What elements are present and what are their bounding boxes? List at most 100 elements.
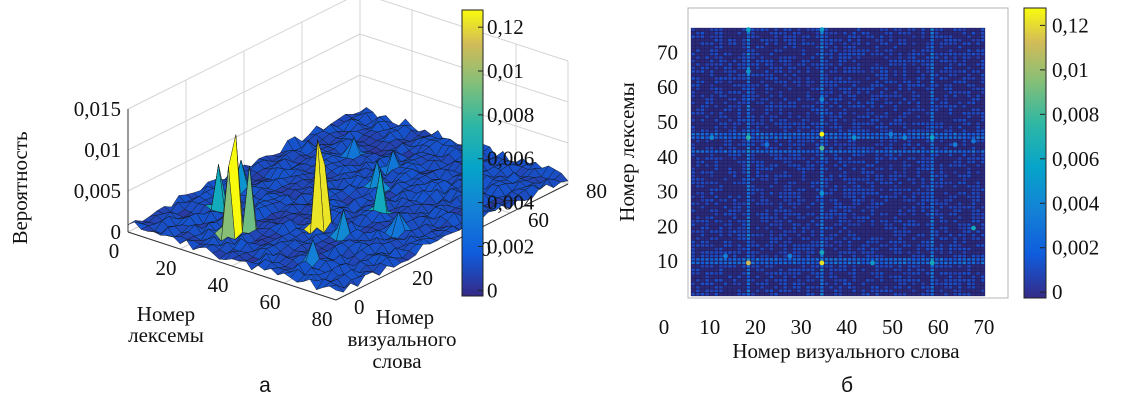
- heatmap-cell: [898, 150, 902, 153]
- heatmap-cell: [760, 56, 764, 59]
- heatmap-cell: [852, 126, 856, 129]
- heatmap-cell: [783, 150, 787, 153]
- heatmap-cell: [824, 185, 829, 188]
- heatmap-cell: [691, 251, 695, 254]
- heatmap-cell: [765, 213, 769, 216]
- heatmap-cell: [783, 261, 787, 265]
- heatmap-cell: [746, 146, 750, 150]
- heatmap-cell: [893, 220, 897, 223]
- heatmap-cell: [889, 240, 893, 244]
- heatmap-cell: [700, 94, 705, 98]
- heatmap-cell: [742, 167, 746, 171]
- heatmap-cell: [953, 254, 957, 258]
- heatmap-cell: [792, 101, 796, 104]
- heatmap-cell: [705, 105, 709, 108]
- heatmap-cell: [806, 237, 810, 240]
- heatmap-cell: [733, 258, 737, 261]
- heatmap-cell: [760, 254, 764, 258]
- surface-x-tick-label: 80: [312, 307, 333, 331]
- heatmap-cell: [801, 226, 806, 230]
- heatmap-cell: [760, 132, 764, 136]
- heatmap-cell: [875, 98, 879, 101]
- heatmap-cell: [797, 146, 801, 150]
- heatmap-cell: [742, 73, 746, 77]
- heatmap-cell: [893, 261, 897, 265]
- heatmap-cell: [751, 49, 755, 52]
- heatmap-cell: [935, 213, 939, 216]
- heatmap-cell: [971, 98, 976, 101]
- heatmap-cell: [930, 87, 934, 91]
- heatmap-cell: [921, 261, 925, 265]
- heatmap-cell: [774, 164, 778, 167]
- heatmap-cell: [728, 223, 732, 226]
- heatmap-cell: [756, 45, 760, 49]
- heatmap-cell: [783, 56, 787, 59]
- heatmap-cell: [756, 101, 760, 104]
- heatmap-cell: [866, 150, 870, 153]
- heatmap-cell: [866, 146, 870, 150]
- heatmap-cell: [958, 282, 962, 285]
- heatmap-cell: [815, 108, 819, 111]
- heatmap-cell: [939, 289, 943, 292]
- heatmap-y-tick-label: 70: [657, 40, 678, 64]
- heatmap-cell: [903, 261, 907, 265]
- heatmap-cell: [829, 105, 833, 108]
- heatmap-cell: [889, 139, 893, 143]
- heatmap-cell: [962, 240, 966, 244]
- heatmap-cell: [861, 261, 865, 265]
- heatmap-cell: [769, 66, 773, 70]
- heatmap-cell: [820, 275, 824, 278]
- heatmap-cell: [843, 32, 847, 35]
- heatmap-cell: [797, 136, 801, 139]
- heatmap-cell: [944, 261, 948, 265]
- heatmap-cell: [811, 28, 815, 31]
- heatmap-cell: [916, 233, 920, 237]
- heatmap-cell: [962, 192, 966, 195]
- heatmap-cell: [939, 164, 943, 167]
- heatmap-cell: [948, 181, 953, 185]
- heatmap-cell: [907, 129, 911, 132]
- heatmap-cell: [779, 244, 783, 247]
- heatmap-cell: [930, 77, 934, 80]
- heatmap-cell: [769, 223, 773, 226]
- heatmap-cell: [861, 52, 865, 56]
- heatmap-cell: [719, 199, 723, 202]
- heatmap-cell: [760, 45, 764, 49]
- heatmap-cell: [756, 268, 760, 272]
- heatmap-cell: [728, 244, 732, 247]
- heatmap-cell: [847, 160, 852, 164]
- heatmap-cell: [806, 213, 810, 216]
- heatmap-cell: [847, 209, 852, 212]
- heatmap-cell: [921, 286, 925, 289]
- heatmap-cell: [926, 206, 930, 209]
- heatmap-cell: [852, 122, 856, 125]
- heatmap-cell: [691, 126, 695, 129]
- heatmap-cell: [930, 254, 934, 258]
- heatmap-cell: [751, 87, 755, 91]
- heatmap-cell: [696, 178, 700, 181]
- heatmap-cell: [875, 39, 879, 42]
- heatmap-cell: [700, 108, 705, 111]
- heatmap-cell: [847, 181, 852, 185]
- heatmap-cell: [705, 265, 709, 268]
- heatmap-cell: [921, 244, 925, 247]
- heatmap-cell: [806, 258, 810, 261]
- heatmap-cell: [746, 202, 750, 205]
- heatmap-cell: [838, 216, 842, 219]
- heatmap-cell: [958, 279, 962, 282]
- heatmap-cell: [847, 178, 852, 181]
- heatmap-cell: [870, 199, 874, 202]
- heatmap-cell: [756, 174, 760, 178]
- heatmap-cell: [765, 279, 769, 282]
- heatmap-cell: [829, 70, 833, 73]
- heatmap-cell: [696, 32, 700, 35]
- heatmap-hot-cell: [746, 135, 751, 141]
- heatmap-cell: [779, 56, 783, 59]
- heatmap-cell: [967, 279, 971, 282]
- heatmap-cell: [746, 77, 750, 80]
- heatmap-cell: [866, 164, 870, 167]
- heatmap-cell: [815, 216, 819, 219]
- heatmap-cell: [935, 126, 939, 129]
- heatmap-cell: [728, 108, 732, 111]
- heatmap-cell: [976, 49, 980, 52]
